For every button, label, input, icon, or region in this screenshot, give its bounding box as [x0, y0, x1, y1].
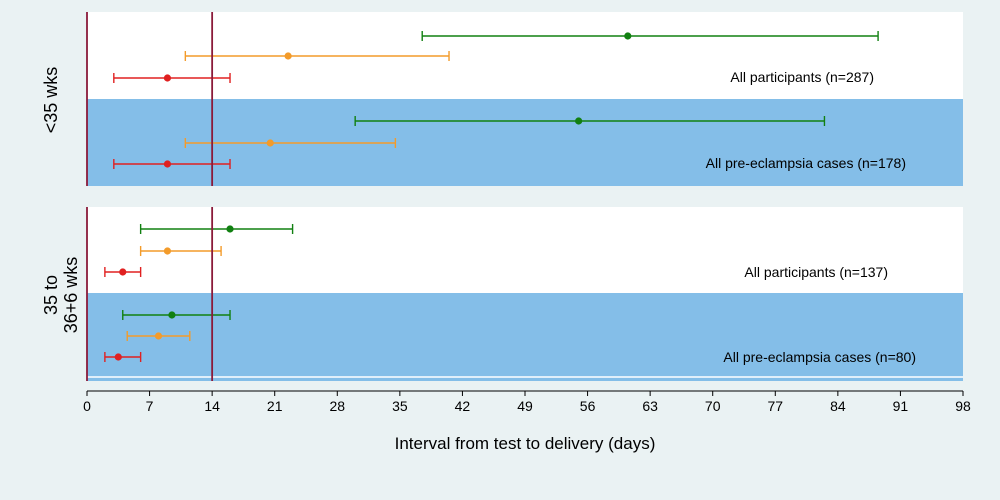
panel-label-35-to-36-weeks-line-1: 35 to: [41, 275, 61, 315]
point-estimate: [114, 353, 122, 361]
group-label: All pre-eclampsia cases (n=178): [706, 155, 906, 171]
point-estimate: [163, 160, 172, 168]
x-tick-label: 7: [146, 398, 154, 414]
point-estimate: [163, 247, 172, 255]
point-estimate: [624, 32, 632, 40]
panel-35-to-36-weeks: All participants (n=137) All pre-eclampsi…: [86, 207, 963, 381]
x-tick-label: 49: [517, 398, 533, 414]
point-estimate: [163, 74, 172, 82]
shaded-band: [87, 293, 963, 381]
group-label: All participants (n=287): [730, 69, 874, 85]
point-estimate: [266, 139, 274, 147]
x-tick-label: 14: [204, 398, 220, 414]
x-tick-label: 84: [830, 398, 846, 414]
x-tick-label: 42: [455, 398, 471, 414]
x-tick-label: 77: [767, 398, 783, 414]
x-tick-label: 35: [392, 398, 408, 414]
panel-label-under-35-weeks: <35 wks: [41, 67, 61, 134]
panel-label-35-to-36-weeks-line-2: 36+6 wks: [61, 257, 81, 334]
point-estimate: [119, 268, 127, 276]
point-estimate: [168, 311, 176, 319]
x-axis-title: Interval from test to delivery (days): [395, 434, 656, 453]
x-tick-label: 56: [580, 398, 596, 414]
x-tick-label: 91: [893, 398, 909, 414]
x-tick-label: 0: [83, 398, 91, 414]
x-tick-label: 98: [955, 398, 971, 414]
point-estimate: [154, 332, 163, 340]
point-estimate: [284, 52, 292, 60]
x-axis: 0 7 14 21 28 35 42 49 56 63 70 77 84 91 98: [83, 390, 971, 414]
x-tick-label: 21: [267, 398, 283, 414]
panel-under-35-weeks: All participants (n=287) All pre-eclampsi…: [86, 12, 963, 186]
x-tick-label: 63: [642, 398, 658, 414]
group-label: All pre-eclampsia cases (n=80): [723, 349, 916, 365]
x-tick-label: 70: [705, 398, 721, 414]
point-estimate: [226, 225, 234, 233]
x-tick-label: 28: [329, 398, 345, 414]
point-estimate: [575, 117, 583, 125]
group-label: All participants (n=137): [744, 264, 888, 280]
